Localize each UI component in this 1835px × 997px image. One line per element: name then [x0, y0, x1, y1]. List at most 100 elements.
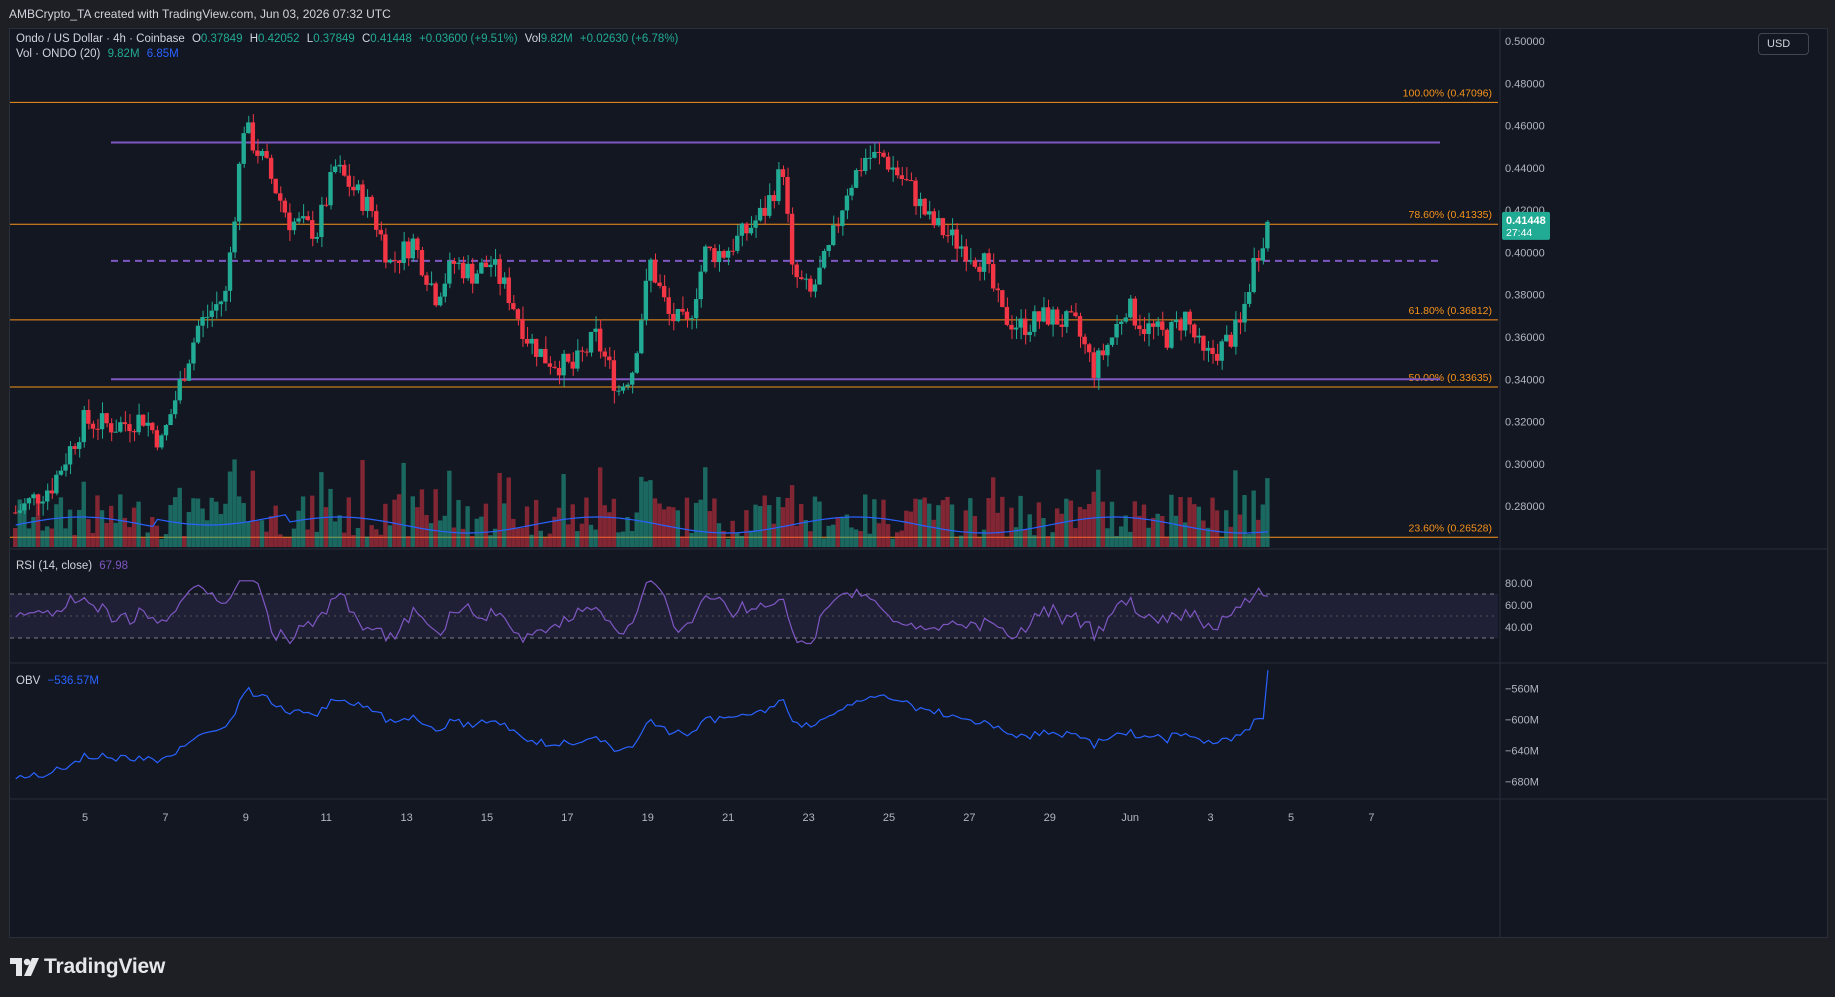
currency-button[interactable]: USD: [1758, 33, 1810, 55]
volume-bar: [1137, 515, 1142, 547]
candle-body: [899, 175, 904, 180]
volume-bar: [67, 509, 73, 547]
candle-body: [1219, 341, 1224, 361]
chart-frame[interactable]: 0.50000 0.48000 0.46000 0.44000 0.42000 0.400…: [9, 28, 1828, 938]
candle-body: [332, 166, 338, 173]
volume-bar: [753, 504, 758, 547]
volume-bar: [1192, 504, 1197, 547]
volume-bar: [81, 481, 86, 547]
volume-bar: [1086, 504, 1092, 547]
change-value: +0.03600 (+9.51%): [419, 33, 518, 45]
candle-body: [159, 435, 164, 448]
volume-bar: [1224, 510, 1229, 547]
volume-bar: [675, 510, 681, 547]
rsi-tick-label: 60.00: [1505, 600, 1533, 612]
volume-bar: [625, 517, 630, 547]
candle-body: [990, 264, 996, 289]
volume-bar: [470, 535, 475, 547]
volume-bar: [154, 525, 160, 547]
volume-bar: [1100, 501, 1106, 547]
candle-body: [328, 172, 333, 206]
candle-body: [671, 313, 676, 322]
volume-bar: [383, 503, 388, 547]
tradingview-brand[interactable]: TradingView: [10, 955, 165, 979]
volume-bar: [1114, 535, 1119, 547]
candle-body: [757, 207, 763, 221]
volume-bar: [995, 512, 1000, 547]
volume-bar: [54, 504, 59, 547]
candle-body: [264, 151, 269, 158]
volume-bar: [255, 521, 260, 547]
candle-body: [108, 423, 114, 433]
candle-body: [13, 512, 18, 514]
volume-bar: [291, 528, 297, 547]
volume-bar: [908, 511, 914, 547]
candle-body: [154, 430, 160, 448]
volume-bar: [1210, 497, 1215, 547]
volume-bar: [1187, 497, 1192, 547]
price-tick-label: 0.40000: [1505, 247, 1545, 259]
candle-body: [360, 184, 365, 211]
volume-bar: [794, 525, 799, 547]
volume-bar: [465, 506, 470, 547]
price-chart[interactable]: 0.500000.480000.460000.440000.420000.400…: [10, 29, 1827, 937]
candle-body: [844, 195, 850, 211]
candle-body: [1224, 334, 1229, 342]
time-tick-label: 11: [320, 812, 331, 824]
volume-bar: [712, 498, 717, 547]
volume-bar: [369, 525, 374, 547]
candle-body: [1173, 319, 1179, 323]
volume-bar: [972, 516, 978, 547]
volume-bar: [76, 509, 82, 547]
obv-tick-label: −640M: [1505, 745, 1539, 757]
volume-bar: [364, 536, 370, 547]
candle-body: [35, 494, 41, 504]
candle-body: [204, 316, 210, 318]
time-tick-label: 5: [82, 812, 88, 824]
volume-bar: [986, 498, 991, 547]
last-price-badge: [1502, 211, 1550, 240]
volume-bar: [355, 528, 361, 547]
volume-bar: [378, 534, 383, 547]
candle-body: [90, 423, 96, 429]
candle-body: [470, 263, 475, 284]
candle-body: [268, 157, 274, 179]
volume-bar: [401, 462, 406, 547]
volume-bar: [1128, 531, 1133, 547]
rsi-name: RSI (14, close): [16, 560, 93, 572]
candle-body: [575, 350, 580, 369]
candle-body: [410, 238, 415, 259]
volume-bar: [835, 517, 840, 547]
candle-body: [278, 193, 283, 201]
candle-body: [968, 260, 973, 262]
candle-body: [63, 464, 68, 471]
volume-bar: [108, 505, 114, 547]
volume-bar: [227, 471, 233, 547]
candle-body: [922, 198, 927, 215]
volume-bar: [1000, 496, 1005, 547]
volume-bar: [236, 496, 242, 547]
candle-body: [337, 164, 342, 167]
volume-bar: [223, 503, 228, 547]
candle-body: [561, 353, 566, 376]
volume-bar: [648, 480, 653, 547]
volume-bar: [44, 526, 50, 547]
volume-bar: [826, 525, 831, 547]
close-value: 0.41448: [370, 33, 412, 45]
volume-bar: [433, 489, 438, 547]
candle-body: [602, 351, 607, 357]
candle-body: [1118, 321, 1124, 325]
volume-bar: [63, 528, 68, 547]
volume-bar: [58, 497, 64, 547]
volume-bar: [1077, 506, 1083, 547]
candle-body: [1123, 317, 1128, 322]
volume-bar: [735, 532, 740, 547]
obv-tick-label: −680M: [1505, 776, 1539, 788]
time-tick-label: 15: [481, 812, 493, 824]
volume-bar: [917, 499, 923, 547]
volume-bar: [584, 497, 589, 547]
volume-bar: [524, 506, 530, 547]
candle-body: [1137, 325, 1142, 330]
candle-body: [1096, 350, 1101, 378]
volume-bar: [282, 537, 288, 547]
